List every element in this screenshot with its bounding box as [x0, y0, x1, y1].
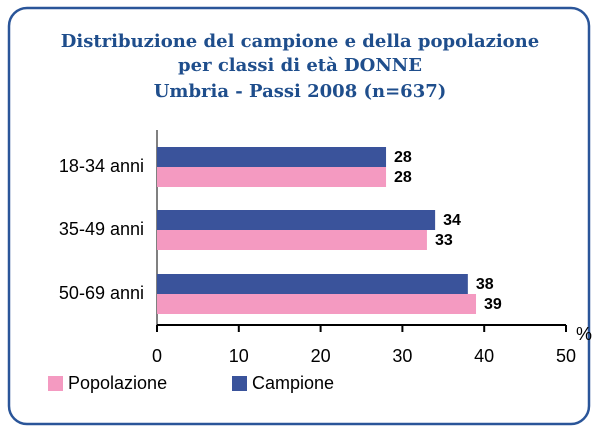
chart-title: per classi di età DONNE — [178, 55, 422, 76]
x-axis-label: % — [576, 324, 592, 344]
bar — [157, 167, 387, 187]
x-tick-label: 20 — [311, 346, 331, 366]
bar — [157, 274, 468, 294]
bar — [157, 294, 477, 314]
x-tick-label: 10 — [229, 346, 249, 366]
x-tick-label: 50 — [556, 346, 576, 366]
x-tick-label: 0 — [152, 346, 162, 366]
bar — [157, 210, 436, 230]
value-label: 28 — [394, 169, 412, 186]
legend-swatch — [48, 376, 63, 391]
y-tick-label: 18-34 anni — [59, 156, 144, 176]
chart-subtitle: Umbria - Passi 2008 (n=637) — [154, 81, 447, 102]
x-tick-label: 40 — [474, 346, 494, 366]
chart-title: Distribuzione del campione e della popol… — [61, 31, 539, 52]
value-label: 38 — [476, 276, 494, 293]
y-tick-label: 35-49 anni — [59, 219, 144, 239]
y-tick-label: 50-69 anni — [59, 283, 144, 303]
value-label: 28 — [394, 149, 412, 166]
value-label: 34 — [443, 212, 461, 229]
bar — [157, 147, 387, 167]
bar — [157, 230, 427, 250]
legend-label: Campione — [252, 373, 334, 393]
legend-swatch — [232, 376, 247, 391]
value-label: 33 — [435, 232, 453, 249]
x-tick-label: 30 — [392, 346, 412, 366]
value-label: 39 — [484, 296, 502, 313]
legend-label: Popolazione — [68, 373, 167, 393]
